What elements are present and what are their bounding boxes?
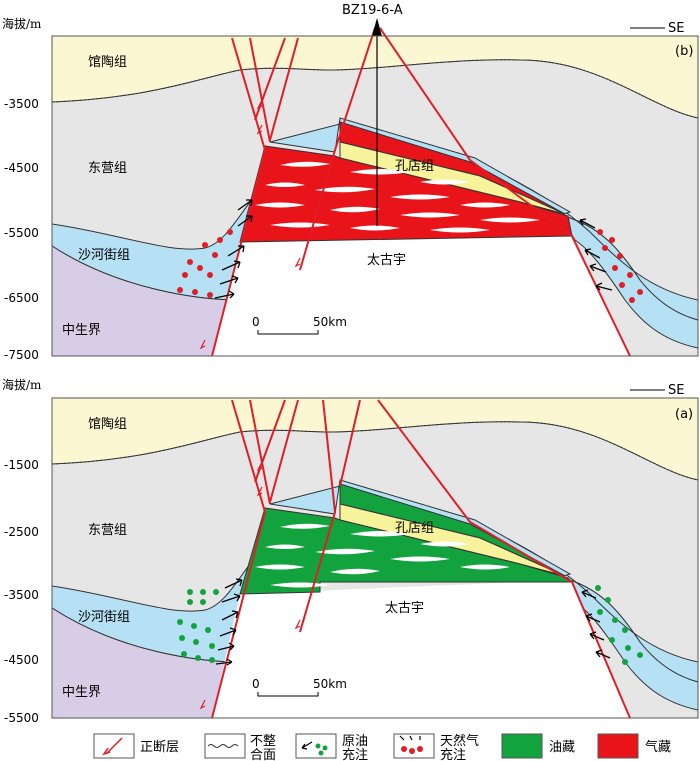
panel-a: 海拔/m -1500 -2500 -3500 -4500 -5500 <box>2 377 699 725</box>
direction-label-a: SE <box>668 383 684 398</box>
frame-b <box>51 35 699 357</box>
scale-end-b: 50km <box>313 315 347 329</box>
legend-gas-charge-l2: 充注 <box>440 747 466 761</box>
oil-charge-right-a <box>581 585 643 665</box>
tick-a-2: -3500 <box>4 588 39 602</box>
faults-a <box>211 399 631 719</box>
tick-b-3: -6500 <box>4 291 39 305</box>
scale-start-a: 0 <box>252 677 260 691</box>
label-shahejie-a: 沙河街组 <box>78 610 130 625</box>
label-archean-b: 太古宇 <box>367 253 406 268</box>
fault-markers-b <box>199 99 301 350</box>
y-axis-label-a: 海拔/m <box>2 377 42 392</box>
panel-label-a: (a) <box>675 407 693 422</box>
y-axis-label-b: 海拔/m <box>2 16 42 31</box>
tick-a-0: -1500 <box>4 458 39 472</box>
scale-end-a: 50km <box>313 677 347 691</box>
lenses-a <box>255 523 510 588</box>
legend-gas-charge-icon <box>399 735 423 754</box>
well-label: BZ19-6-A <box>342 3 403 18</box>
faults-b <box>211 27 631 357</box>
legend-oil-charge-box <box>295 733 337 759</box>
tick-a-4: -5500 <box>4 711 39 725</box>
archean-b <box>212 236 630 356</box>
kongdian-yellow-a <box>339 503 566 577</box>
tick-b-1: -4500 <box>4 161 39 175</box>
legend-unconformity-icon <box>207 744 239 748</box>
legend-gas-label: 气藏 <box>645 739 671 755</box>
legend: 正断层 不整 合面 原油 充注 天然气 充注 油藏 气藏 <box>93 733 671 761</box>
label-dongying-b: 东营组 <box>88 161 127 176</box>
frame-a <box>51 397 699 719</box>
legend-gas-charge-l1: 天然气 <box>440 733 479 749</box>
legend-oil-charge-icon <box>301 741 328 756</box>
label-guantao-b: 馆陶组 <box>88 54 127 70</box>
legend-fault-icon <box>102 737 123 756</box>
tick-a-1: -2500 <box>4 525 39 539</box>
legend-unconformity-box <box>204 733 246 759</box>
oil-charge-left-a <box>177 578 243 666</box>
well-derrick-icon <box>372 18 382 36</box>
lenses-b <box>255 161 540 233</box>
legend-fault-label: 正断层 <box>140 740 179 755</box>
gas-charge-right-b <box>579 218 643 303</box>
fault-markers-a <box>199 461 301 710</box>
legend-gas-swatch <box>597 733 639 759</box>
gas-charge-left-b <box>177 199 253 299</box>
archean-a <box>212 580 630 718</box>
direction-label-b: SE <box>668 21 684 36</box>
legend-unconformity-l2: 合面 <box>250 748 276 761</box>
scale-bar-a <box>257 692 319 697</box>
legend-oil-swatch <box>501 733 543 759</box>
legend-oil-charge-l2: 充注 <box>342 747 368 761</box>
legend-fault-box <box>93 733 135 759</box>
legend-gas-charge-box <box>393 733 435 759</box>
legend-unconformity-l1: 不整 <box>250 734 276 749</box>
scale-bar-b <box>257 330 319 335</box>
panel-label-b: (b) <box>675 44 693 59</box>
label-kongdian-b: 孔店组 <box>395 159 434 174</box>
label-mesozoic-b: 中生界 <box>62 323 101 338</box>
label-archean-a: 太古宇 <box>385 601 424 616</box>
panel-b: 海拔/m -3500 -4500 -5500 -6500 -7500 <box>2 3 699 362</box>
label-guantao-a: 馆陶组 <box>88 416 127 432</box>
tick-a-3: -4500 <box>4 653 39 667</box>
label-mesozoic-a: 中生界 <box>62 685 101 700</box>
kongdian-yellow-b <box>339 141 566 215</box>
legend-oil-charge-l1: 原油 <box>342 734 368 749</box>
scale-start-b: 0 <box>252 315 260 329</box>
label-kongdian-a: 孔店组 <box>395 521 434 536</box>
legend-oil-label: 油藏 <box>549 740 575 755</box>
label-dongying-a: 东营组 <box>88 523 127 538</box>
tick-b-0: -3500 <box>4 97 39 111</box>
tick-b-4: -7500 <box>4 348 39 362</box>
label-shahejie-b: 沙河街组 <box>78 248 130 263</box>
gas-reservoir-main-b <box>239 145 573 243</box>
tick-b-2: -5500 <box>4 226 39 240</box>
